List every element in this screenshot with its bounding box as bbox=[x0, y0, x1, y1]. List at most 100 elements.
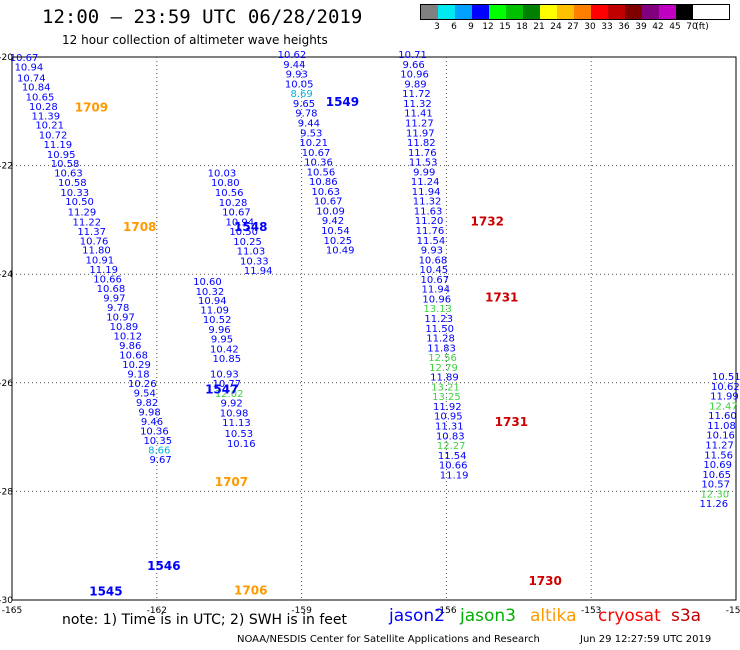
swh-value: 10.68 bbox=[119, 350, 148, 361]
scale-swatch bbox=[642, 5, 659, 19]
scale-swatch bbox=[659, 5, 676, 19]
scale-swatch bbox=[421, 5, 438, 19]
lat-tick-label: -24 bbox=[0, 270, 13, 280]
swh-value: 11.37 bbox=[77, 227, 106, 238]
swh-value: 11.13 bbox=[222, 418, 251, 429]
swh-value: 10.56 bbox=[215, 188, 244, 199]
swh-value: 10.74 bbox=[17, 73, 46, 84]
swh-value: 10.29 bbox=[122, 360, 151, 371]
lat-tick-label: -22 bbox=[0, 162, 13, 172]
swh-value: 9.78 bbox=[107, 303, 129, 314]
color-scale-labels: 3 6 9 12 15 18 21 24 27 30 33 36 39 42 45 70 (ft) bbox=[420, 20, 730, 32]
swh-value: 10.67 bbox=[302, 148, 331, 159]
swh-value: 10.21 bbox=[299, 138, 328, 149]
swh-value: 11.94 bbox=[421, 285, 450, 296]
swh-value: 10.71 bbox=[398, 50, 427, 61]
swh-value: 10.69 bbox=[703, 460, 732, 471]
scale-swatch bbox=[455, 5, 472, 19]
swh-value: 10.42 bbox=[210, 344, 239, 355]
orbit-label: 1548 bbox=[234, 220, 267, 234]
swh-value: 9.53 bbox=[300, 128, 322, 139]
swh-value: 11.50 bbox=[425, 324, 454, 335]
swh-value: 10.80 bbox=[211, 178, 240, 189]
swh-value: 11.99 bbox=[710, 392, 739, 403]
swh-value: 10.49 bbox=[326, 246, 355, 257]
scale-swatch bbox=[540, 5, 557, 19]
lon-tick-label: -150 bbox=[726, 606, 740, 616]
scale-label: 21 bbox=[533, 22, 545, 32]
swh-value: 10.67 bbox=[314, 197, 343, 208]
lon-tick-label: -165 bbox=[2, 606, 22, 616]
swh-value: 11.82 bbox=[407, 138, 436, 149]
swh-value: 11.32 bbox=[413, 197, 442, 208]
scale-swatch bbox=[506, 5, 523, 19]
map-subtitle: 12 hour collection of altimeter wave hei… bbox=[62, 33, 328, 47]
scale-label: 30 bbox=[584, 22, 596, 32]
swh-value: 10.68 bbox=[419, 255, 448, 266]
swh-value: 11.76 bbox=[416, 226, 445, 237]
scale-swatch bbox=[676, 5, 693, 19]
swh-value: 12.02 bbox=[215, 389, 244, 400]
scale-label: 3 bbox=[434, 22, 440, 32]
swh-value: 10.76 bbox=[80, 236, 109, 247]
swh-value: 12.30 bbox=[700, 489, 729, 500]
swh-value: 10.03 bbox=[208, 168, 237, 179]
swh-value: 10.67 bbox=[10, 53, 39, 64]
swh-value: 11.94 bbox=[412, 187, 441, 198]
swh-value: 9.93 bbox=[421, 246, 443, 257]
lat-tick-label: -20 bbox=[0, 53, 13, 63]
legend-entry: altika bbox=[530, 606, 577, 626]
swh-value: 10.50 bbox=[65, 197, 94, 208]
swh-value: 9.86 bbox=[119, 341, 141, 352]
swh-value: 11.72 bbox=[402, 89, 431, 100]
orbit-label: 1732 bbox=[471, 214, 504, 228]
swh-value: 8.66 bbox=[148, 445, 170, 456]
swh-value: 11.39 bbox=[31, 111, 60, 122]
swh-value: 10.25 bbox=[323, 236, 352, 247]
swh-value: 10.32 bbox=[196, 287, 225, 298]
lon-tick-label: -156 bbox=[436, 606, 457, 616]
swh-value: 10.67 bbox=[222, 208, 251, 219]
lat-tick-label: -30 bbox=[0, 596, 13, 606]
swh-value: 10.77 bbox=[212, 379, 241, 390]
scale-label: 33 bbox=[601, 22, 613, 32]
swh-value: 9.95 bbox=[211, 335, 233, 346]
swh-value: 11.26 bbox=[699, 499, 728, 510]
swh-value: 11.23 bbox=[424, 314, 453, 325]
scale-label: 15 bbox=[499, 22, 511, 32]
swh-value: 10.54 bbox=[321, 226, 350, 237]
color-scale: 3 6 9 12 15 18 21 24 27 30 33 36 39 42 45 70 (ft) bbox=[420, 4, 730, 32]
swh-value: 11.97 bbox=[406, 128, 435, 139]
orbit-label: 1708 bbox=[123, 220, 156, 234]
swh-value: 10.09 bbox=[316, 206, 345, 217]
swh-value: 10.62 bbox=[711, 382, 740, 393]
swh-value: 11.83 bbox=[427, 343, 456, 354]
swh-value: 11.53 bbox=[409, 158, 438, 169]
scale-label: 9 bbox=[468, 22, 474, 32]
scale-label: (ft) bbox=[695, 22, 709, 32]
swh-value: 11.28 bbox=[426, 334, 455, 345]
swh-value: 10.33 bbox=[60, 188, 89, 199]
swh-value: 10.53 bbox=[225, 429, 254, 440]
swh-value: 10.57 bbox=[701, 480, 730, 491]
swh-value: 8.69 bbox=[290, 89, 312, 100]
swh-value: 11.63 bbox=[414, 206, 443, 217]
swh-value: 10.89 bbox=[110, 322, 139, 333]
scale-label: 36 bbox=[618, 22, 630, 32]
swh-value: 10.36 bbox=[140, 426, 169, 437]
swh-value: 10.21 bbox=[35, 121, 64, 132]
swh-value: 11.76 bbox=[408, 148, 437, 159]
swh-value: 10.94 bbox=[198, 296, 227, 307]
swh-value: 12.56 bbox=[428, 353, 457, 364]
swh-value: 13.25 bbox=[432, 392, 461, 403]
swh-value: 10.26 bbox=[128, 379, 157, 390]
scale-label: 39 bbox=[635, 22, 647, 32]
swh-value: 11.94 bbox=[244, 266, 273, 277]
swh-value: 10.63 bbox=[311, 187, 340, 198]
map-title: 12:00 – 23:59 UTC 06/28/2019 bbox=[42, 6, 363, 28]
credit: NOAA/NESDIS Center for Satellite Applica… bbox=[237, 634, 540, 645]
orbit-label: 1731 bbox=[485, 290, 518, 304]
swh-value: 9.99 bbox=[413, 167, 435, 178]
swh-value: 9.98 bbox=[138, 407, 160, 418]
scale-swatch bbox=[591, 5, 608, 19]
